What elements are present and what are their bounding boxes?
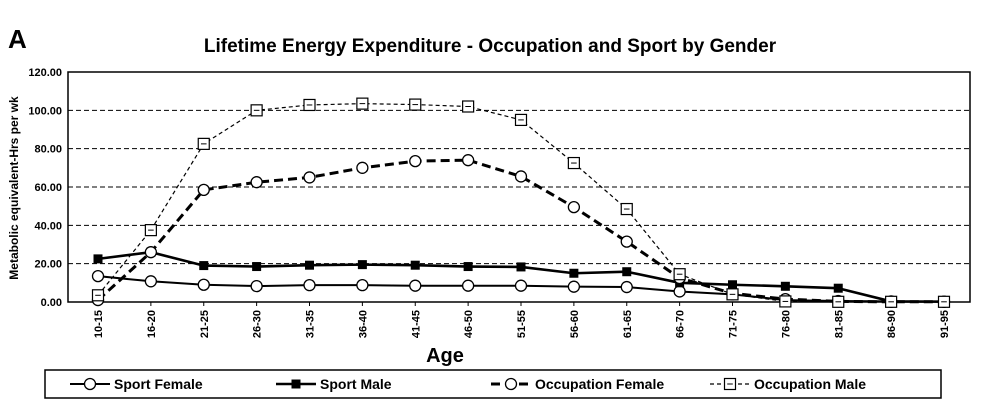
legend-label: Occupation Female bbox=[535, 376, 664, 392]
data-point-sport-female bbox=[514, 279, 528, 292]
x-tick-label: 81-85 bbox=[833, 310, 845, 338]
data-point-occupation-female bbox=[356, 161, 369, 174]
data-point-sport-female bbox=[461, 279, 475, 292]
x-tick-label: 71-75 bbox=[728, 310, 740, 338]
data-point-sport-male bbox=[569, 268, 579, 278]
x-tick-label: 10-15 bbox=[93, 310, 105, 338]
data-point-occupation-female bbox=[461, 154, 475, 167]
data-point-sport-female bbox=[673, 285, 686, 298]
data-point-occupation-female bbox=[144, 246, 158, 259]
data-point-occupation-female bbox=[620, 235, 633, 248]
x-tick-label: 61-65 bbox=[622, 310, 634, 338]
data-point-sport-male bbox=[357, 260, 367, 270]
panel-label: A bbox=[8, 24, 27, 54]
x-tick-label: 86-90 bbox=[886, 310, 898, 338]
x-tick-label: 41-45 bbox=[410, 310, 422, 338]
chart-title: Lifetime Energy Expenditure - Occupation… bbox=[204, 36, 777, 57]
series-line-occupation-male bbox=[97, 103, 944, 303]
legend: Sport Female Sport Male Occupation Female O… bbox=[70, 376, 866, 392]
x-axis-label: Age bbox=[426, 345, 464, 367]
data-point-sport-male bbox=[516, 262, 526, 272]
data-point-sport-male bbox=[305, 260, 314, 270]
legend-item-sport-female: Sport Female bbox=[70, 376, 203, 392]
data-point-sport-female bbox=[620, 280, 633, 294]
data-point-occupation-female bbox=[250, 176, 263, 189]
data-point-sport-male bbox=[252, 262, 262, 272]
data-point-sport-male bbox=[728, 280, 737, 290]
y-axis-label: Metabolic equivalent-Hrs per wk bbox=[7, 96, 21, 280]
series-group bbox=[91, 97, 951, 308]
series-occupation-male bbox=[91, 97, 951, 308]
data-point-occupation-female bbox=[197, 183, 210, 197]
data-point-sport-male bbox=[780, 281, 790, 291]
data-point-sport-male bbox=[410, 260, 420, 270]
x-tick-label: 56-60 bbox=[569, 310, 581, 338]
y-tick-labels: 0.00 20.00 40.00 60.00 80.00 100.00 120.00 bbox=[28, 67, 62, 309]
y-tick-label: 120.00 bbox=[28, 67, 62, 79]
data-point-sport-female bbox=[91, 269, 105, 283]
series-sport-male bbox=[93, 247, 949, 307]
legend-label: Sport Male bbox=[320, 376, 392, 392]
x-tick-label: 91-95 bbox=[939, 310, 951, 338]
x-tick-label: 51-55 bbox=[516, 310, 528, 338]
legend-label: Sport Female bbox=[114, 376, 203, 392]
legend-item-occupation-female: Occupation Female bbox=[491, 376, 664, 392]
x-tick-label: 46-50 bbox=[463, 310, 475, 338]
data-point-sport-male bbox=[93, 254, 103, 264]
legend-marker bbox=[83, 377, 97, 391]
legend-marker bbox=[504, 377, 518, 391]
data-point-occupation-female bbox=[514, 170, 528, 183]
y-tick-label: 100.00 bbox=[28, 105, 62, 117]
data-point-sport-male bbox=[199, 261, 209, 271]
data-point-sport-female bbox=[197, 278, 210, 291]
x-tick-label: 66-70 bbox=[675, 310, 687, 338]
data-point-occupation-female bbox=[303, 171, 316, 184]
y-tick-label: 0.00 bbox=[41, 297, 62, 309]
series-line-sport-male bbox=[97, 250, 945, 303]
data-point-sport-female bbox=[356, 278, 369, 292]
data-point-occupation-female bbox=[567, 200, 581, 214]
x-tick-label: 36-40 bbox=[357, 310, 369, 338]
x-tick-label: 21-25 bbox=[199, 310, 211, 338]
x-tick-labels: 10-15 16-20 21-25 26-30 31-35 36-40 41-45 46-50… bbox=[93, 302, 951, 338]
data-point-sport-male bbox=[833, 283, 843, 293]
y-tick-label: 80.00 bbox=[34, 144, 62, 156]
series-line-occupation-female bbox=[96, 158, 944, 304]
data-point-sport-male bbox=[622, 267, 632, 277]
legend-marker bbox=[291, 379, 301, 389]
data-point-sport-female bbox=[409, 279, 422, 292]
y-tick-label: 60.00 bbox=[34, 182, 62, 194]
data-point-occupation-female bbox=[409, 154, 422, 168]
legend-item-occupation-male: Occupation Male bbox=[710, 376, 866, 392]
data-point-sport-female bbox=[250, 279, 263, 293]
data-point-sport-female bbox=[567, 280, 581, 293]
x-tick-label: 26-30 bbox=[252, 310, 264, 338]
data-point-sport-female bbox=[303, 278, 316, 292]
x-tick-label: 31-35 bbox=[305, 310, 317, 338]
data-point-sport-female bbox=[144, 275, 158, 288]
legend-label: Occupation Male bbox=[754, 376, 866, 392]
y-tick-label: 20.00 bbox=[34, 259, 62, 271]
legend-item-sport-male: Sport Male bbox=[276, 376, 392, 392]
x-tick-label: 76-80 bbox=[780, 310, 792, 338]
x-tick-label: 16-20 bbox=[146, 310, 158, 338]
y-tick-label: 40.00 bbox=[34, 220, 62, 232]
data-point-sport-male bbox=[463, 262, 473, 272]
